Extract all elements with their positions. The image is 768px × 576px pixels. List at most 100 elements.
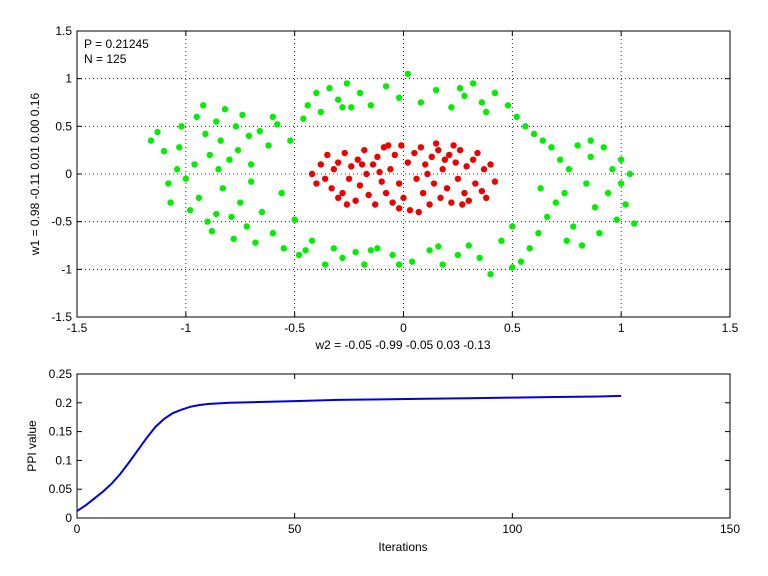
scatter-point-inner: [428, 153, 435, 161]
ppi-x-label: Iterations: [378, 540, 427, 554]
scatter-point-outer: [237, 199, 244, 206]
scatter-point-outer: [404, 70, 412, 78]
scatter-point-outer: [186, 207, 194, 214]
scatter-point-outer: [243, 223, 250, 230]
scatter-point-inner: [463, 163, 470, 170]
scatter-point-outer: [543, 213, 551, 221]
scatter-point-outer: [321, 261, 329, 268]
scatter-point-inner: [439, 166, 446, 173]
scatter-point-inner: [478, 187, 486, 195]
scatter-point-inner: [430, 180, 438, 187]
scatter-point-outer: [200, 102, 207, 109]
scatter-point-outer: [439, 261, 446, 268]
ppi-y-tick-label: 0.1: [55, 453, 72, 467]
scatter-y-tick-label: -1.5: [51, 310, 72, 324]
scatter-point-inner: [348, 163, 355, 170]
scatter-point-outer: [304, 102, 311, 109]
scatter-point-outer: [247, 161, 255, 168]
scatter-point-outer: [565, 166, 573, 173]
scatter-point-inner: [487, 161, 494, 168]
ppi-x-tick-label: 150: [720, 522, 740, 536]
scatter-x-tick-label: 1: [618, 321, 625, 335]
scatter-point-outer: [469, 80, 477, 87]
scatter-point-inner: [395, 180, 403, 187]
scatter-point-outer: [456, 85, 464, 92]
scatter-point-outer: [219, 185, 227, 192]
scatter-annotations: P = 0.21245 N = 125: [84, 37, 149, 66]
scatter-point-outer: [491, 89, 499, 97]
scatter-point-outer: [509, 223, 516, 230]
scatter-point-inner: [446, 151, 453, 159]
scatter-point-outer: [530, 130, 538, 138]
scatter-point-outer: [147, 137, 155, 144]
scatter-point-inner: [437, 194, 444, 202]
annotation-n-count: N = 125: [84, 52, 127, 66]
scatter-point-outer: [448, 104, 455, 111]
scatter-point-outer: [258, 208, 266, 216]
scatter-point-outer: [154, 128, 161, 136]
ppi-series-line: [76, 394, 622, 512]
scatter-point-outer: [308, 237, 316, 244]
scatter-point-outer: [265, 142, 272, 149]
scatter-point-outer: [274, 121, 281, 128]
scatter-point-inner: [456, 146, 464, 154]
scatter-point-outer: [367, 247, 375, 254]
scatter-point-outer: [426, 247, 433, 254]
scatter-point-outer: [578, 242, 586, 249]
scatter-point-outer: [454, 251, 462, 259]
scatter-point-inner: [361, 146, 368, 154]
scatter-point-outer: [522, 123, 529, 130]
scatter-point-outer: [269, 229, 277, 237]
ppi-x-tick-label: 50: [288, 522, 302, 536]
scatter-point-outer: [287, 137, 294, 144]
scatter-point-inner: [417, 144, 425, 151]
scatter-point-outer: [631, 220, 638, 227]
scatter-point-inner: [395, 205, 403, 212]
scatter-point-outer: [343, 80, 351, 87]
scatter-point-inner: [419, 189, 427, 197]
scatter-point-outer: [537, 185, 544, 192]
scatter-point-outer: [613, 216, 621, 223]
scatter-point-outer: [230, 235, 237, 243]
scatter-point-outer: [339, 254, 346, 262]
scatter-point-inner: [365, 191, 372, 199]
scatter-point-outer: [213, 210, 220, 218]
scatter-point-outer: [202, 130, 209, 138]
scatter-point-outer: [226, 156, 233, 163]
scatter-point-outer: [596, 229, 603, 237]
scatter-point-inner: [406, 207, 414, 214]
scatter-x-label: w2 = -0.05 -0.99 -0.05 0.03 -0.13: [314, 338, 490, 352]
scatter-point-inner: [369, 161, 377, 168]
scatter-point-outer: [417, 99, 425, 106]
scatter-x-tick-label: 1.5: [722, 321, 739, 335]
scatter-point-outer: [217, 137, 224, 144]
ppi-y-label: PPI value: [25, 420, 39, 472]
scatter-point-outer: [252, 239, 259, 246]
scatter-point-outer: [204, 218, 211, 225]
scatter-point-outer: [509, 264, 516, 271]
scatter-point-inner: [411, 149, 418, 157]
scatter-point-inner: [472, 180, 479, 187]
scatter-point-inner: [469, 156, 477, 163]
scatter-point-outer: [382, 83, 390, 90]
scatter-point-inner: [324, 151, 331, 159]
scatter-point-outer: [269, 113, 277, 121]
ppi-ticks: 0 50 100 150 0 0.05 0.1 0.15 0.2 0.25: [49, 367, 741, 536]
scatter-point-inner: [378, 178, 385, 185]
scatter-point-inner: [317, 161, 324, 168]
scatter-point-outer: [208, 228, 216, 235]
scatter-point-outer: [317, 108, 324, 116]
scatter-point-outer: [478, 99, 486, 106]
scatter-point-inner: [374, 153, 381, 161]
scatter-y-tick-label: 0.5: [55, 119, 72, 133]
scatter-point-outer: [395, 94, 403, 101]
scatter-point-outer: [280, 245, 287, 252]
scatter-point-inner: [345, 175, 353, 182]
scatter-point-inner: [385, 142, 392, 149]
scatter-x-tick-label: -1.5: [67, 321, 88, 335]
scatter-point-outer: [591, 204, 599, 211]
scatter-point-outer: [517, 258, 525, 265]
scatter-point-inner: [391, 151, 398, 159]
scatter-point-inner: [321, 175, 329, 182]
